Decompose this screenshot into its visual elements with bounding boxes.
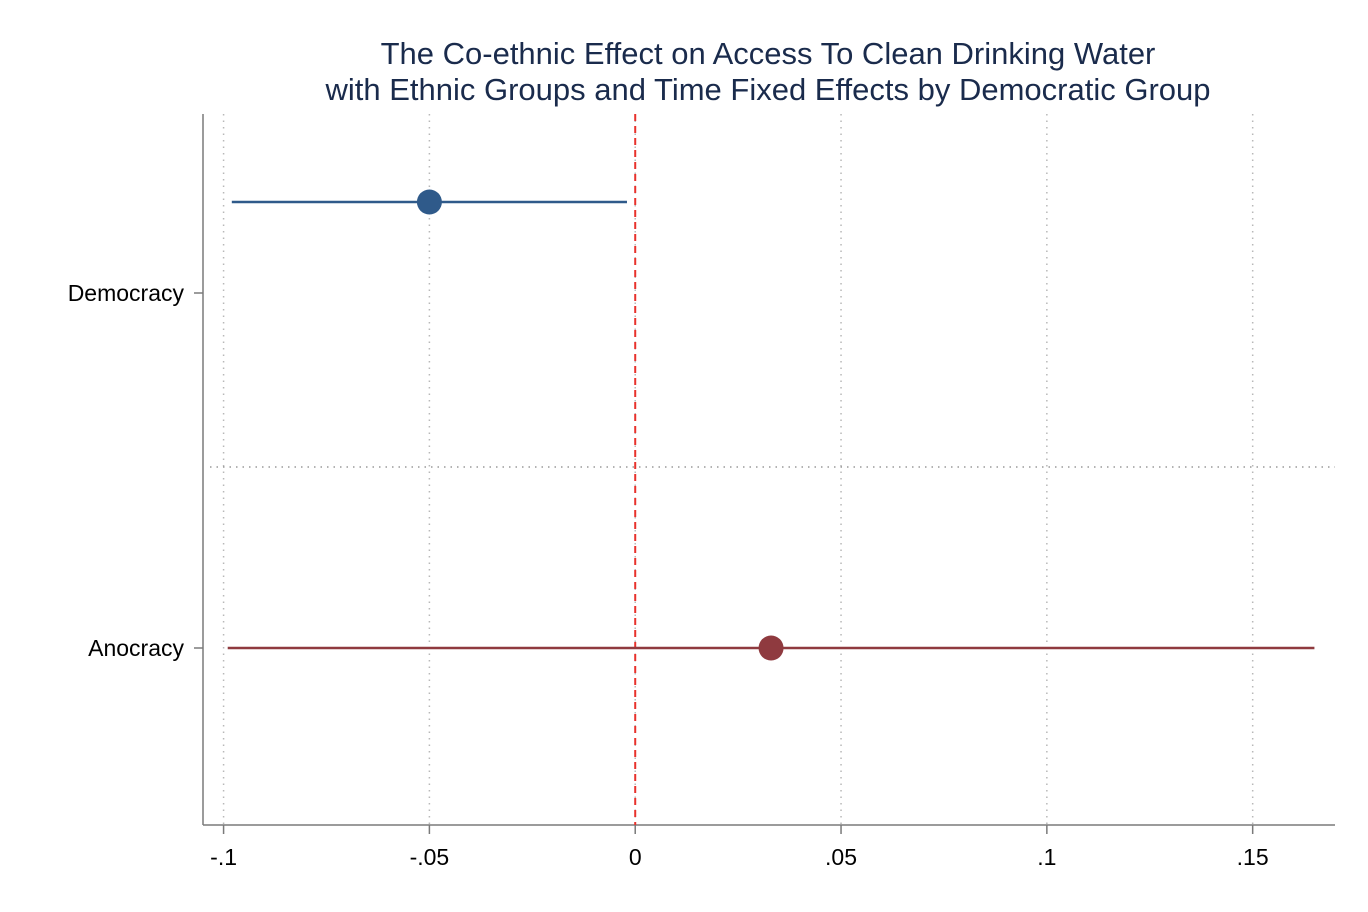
chart-title: The Co-ethnic Effect on Access To Clean … xyxy=(324,36,1210,107)
chart-title-line-1: The Co-ethnic Effect on Access To Clean … xyxy=(381,36,1156,71)
x-tick-label: -.05 xyxy=(410,844,450,870)
x-tick-label: -.1 xyxy=(210,844,237,870)
axes: -.1 -.05 0 .05 .1 .15 Democracy Anocracy xyxy=(68,114,1335,870)
point-estimate-democracy xyxy=(416,189,442,215)
gridlines xyxy=(210,114,1335,825)
point-estimate-anocracy xyxy=(758,635,784,661)
y-category-label: Democracy xyxy=(68,280,185,306)
y-category-label: Anocracy xyxy=(88,635,184,661)
chart-title-line-2: with Ethnic Groups and Time Fixed Effect… xyxy=(324,72,1210,107)
data-marks xyxy=(227,189,1315,661)
x-tick-label: .15 xyxy=(1237,844,1269,870)
x-tick-label: .1 xyxy=(1037,844,1056,870)
x-tick-label: .05 xyxy=(825,844,857,870)
x-tick-label: 0 xyxy=(629,844,642,870)
